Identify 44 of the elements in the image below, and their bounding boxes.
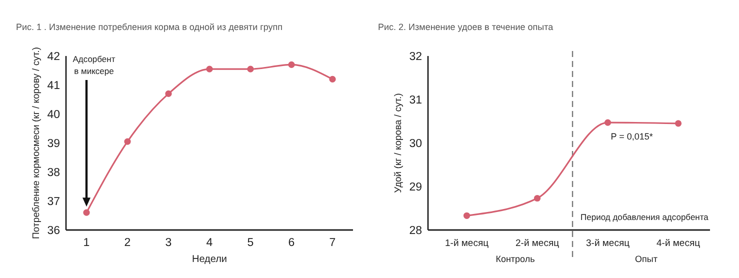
y-tick-label: 40 bbox=[47, 109, 60, 122]
y-tick-label: 39 bbox=[47, 138, 60, 150]
y-tick-label: 32 bbox=[409, 51, 422, 64]
x-tick-label: 2-й месяц bbox=[516, 238, 560, 249]
x-tick-label: 7 bbox=[329, 237, 336, 249]
y-tick-label: 38 bbox=[47, 167, 60, 180]
y-tick-label: 28 bbox=[409, 225, 422, 238]
y-tick-label: 29 bbox=[409, 182, 422, 194]
point bbox=[534, 194, 541, 202]
chart-title: Рис. 1 . Изменение потребления корма в одной из девяти групп bbox=[16, 22, 283, 32]
x-tick-label: 3 bbox=[165, 237, 172, 249]
x-tick-label: 4-й месяц bbox=[656, 238, 701, 249]
annotation: P = 0,015* bbox=[610, 132, 654, 142]
x-tick-label: 1-й месяц bbox=[445, 238, 490, 249]
y-tick-label: 30 bbox=[409, 138, 422, 150]
x-tick-label: 6 bbox=[288, 237, 295, 249]
y-tick-label: 31 bbox=[409, 94, 422, 107]
point bbox=[165, 90, 172, 97]
text: Контроль bbox=[496, 254, 536, 264]
chart-title: Рис. 2. Изменение удоев в течение опыта bbox=[378, 22, 554, 32]
annotation: Адсорбент в миксере bbox=[72, 54, 116, 76]
y-tick-label: 37 bbox=[47, 196, 60, 208]
x-tick-label: 2 bbox=[124, 237, 131, 249]
ref-line-label: Период добавления адсорбента bbox=[580, 212, 709, 222]
point bbox=[206, 66, 213, 72]
y-tick-label: 42 bbox=[47, 51, 60, 64]
x-tick-label: 4 bbox=[206, 237, 214, 249]
point bbox=[604, 119, 612, 126]
x-tick-label: 3-й месяц bbox=[586, 238, 630, 249]
point bbox=[329, 76, 336, 82]
y-tick-label: 36 bbox=[47, 225, 60, 238]
y-axis-title: Удой (кг / корова / сут.) bbox=[393, 93, 404, 193]
y-tick-label: 41 bbox=[47, 80, 60, 92]
point bbox=[83, 209, 90, 216]
point bbox=[288, 61, 295, 68]
point bbox=[247, 66, 254, 72]
point bbox=[124, 138, 131, 145]
y-axis-title: Потребление кормосмеси (кг / корову / сут.) bbox=[31, 47, 42, 239]
text: Опыт bbox=[635, 254, 658, 264]
x-tick-label: 1 bbox=[83, 237, 90, 249]
x-axis-title: Недели bbox=[192, 254, 228, 265]
point bbox=[463, 212, 470, 219]
point bbox=[674, 120, 682, 127]
x-tick-label: 5 bbox=[247, 237, 254, 249]
